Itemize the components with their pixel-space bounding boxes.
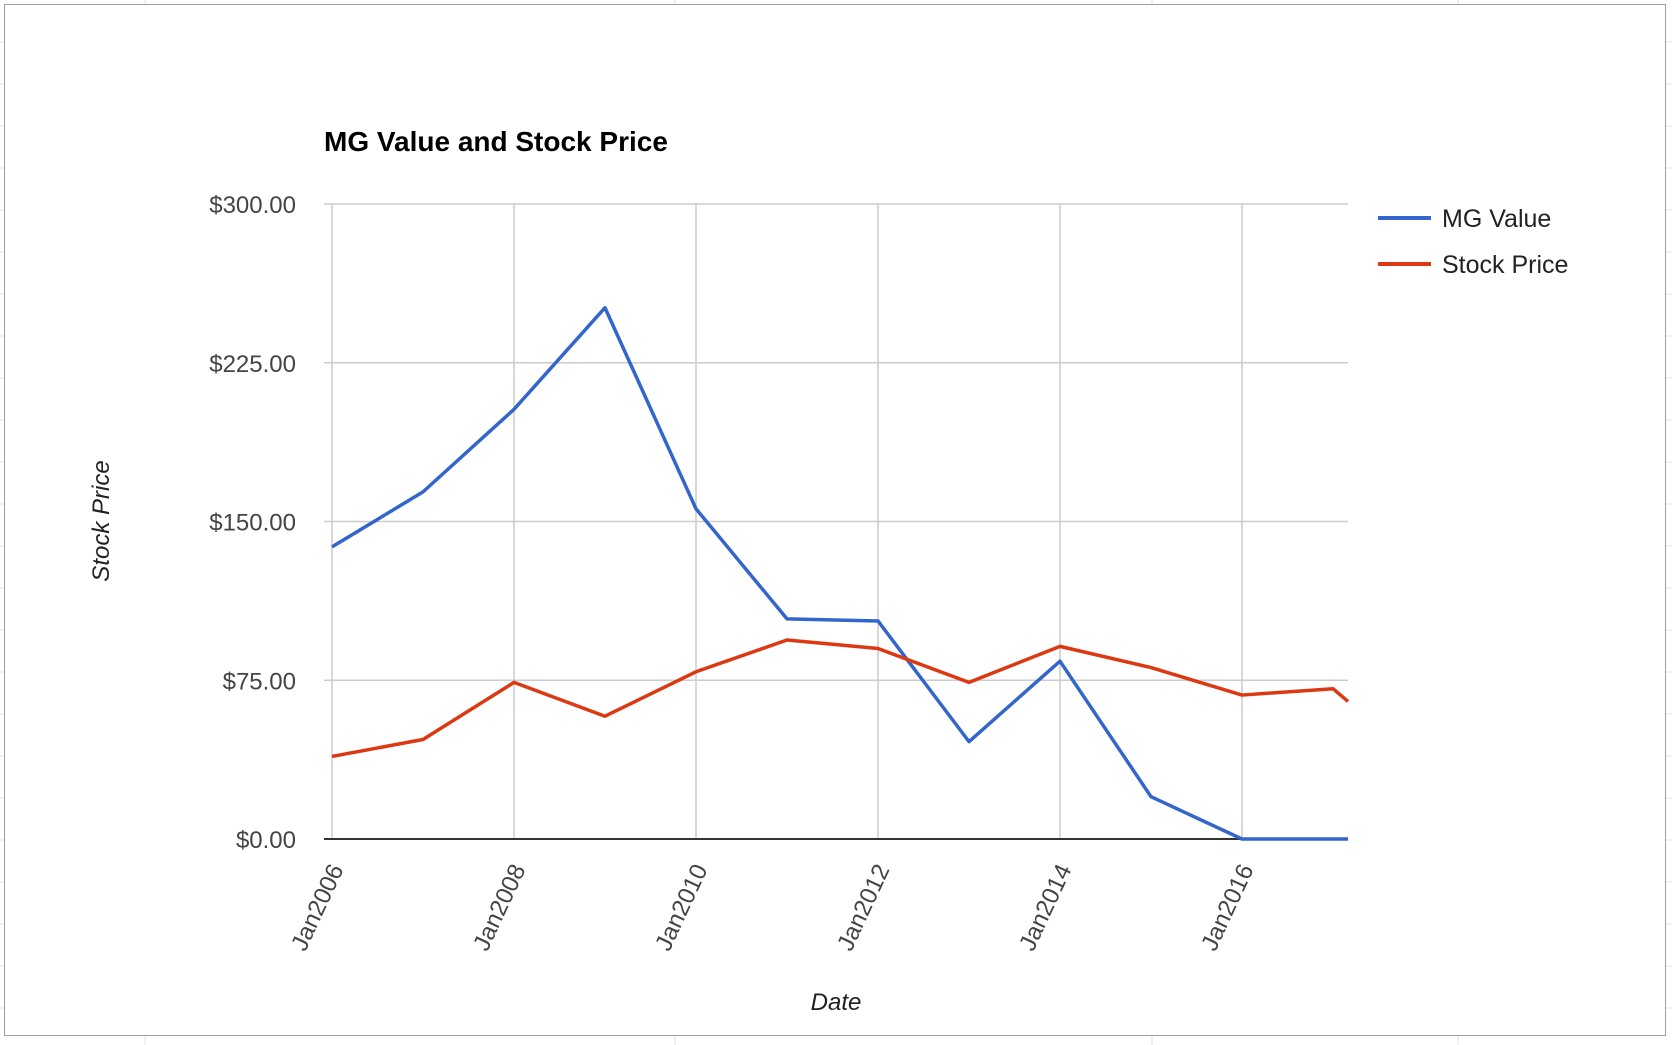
data-point[interactable]: [1058, 644, 1062, 648]
data-point[interactable]: [1346, 699, 1350, 703]
data-point[interactable]: [785, 617, 789, 621]
series-stock-price: [330, 638, 1350, 759]
legend-label: MG Value: [1442, 205, 1551, 233]
y-axis-ticks: $0.00 $75.00 $150.00 $225.00 $300.00: [209, 192, 296, 854]
data-point[interactable]: [967, 680, 971, 684]
data-point[interactable]: [694, 507, 698, 511]
data-point[interactable]: [1149, 795, 1153, 799]
x-tick-label: Jan2006: [286, 860, 349, 955]
series-mg-value: [330, 305, 1350, 841]
x-tick-label: Jan2012: [832, 860, 895, 955]
data-point[interactable]: [876, 619, 880, 623]
data-point[interactable]: [512, 407, 516, 411]
y-tick-label: $300.00: [209, 192, 296, 219]
data-point[interactable]: [603, 714, 607, 718]
data-point[interactable]: [421, 738, 425, 742]
legend-label: Stock Price: [1442, 251, 1568, 279]
data-point[interactable]: [1240, 837, 1244, 841]
y-tick-label: $150.00: [209, 510, 296, 537]
series-line[interactable]: [331, 305, 1348, 841]
y-tick-label: $225.00: [209, 351, 296, 378]
data-point[interactable]: [1149, 666, 1153, 670]
x-tick-label: Jan2010: [650, 860, 713, 955]
data-point[interactable]: [876, 647, 880, 651]
data-point[interactable]: [967, 740, 971, 744]
x-tick-label: Jan2008: [468, 860, 531, 955]
y-tick-label: $0.00: [236, 827, 296, 854]
x-axis-ticks: Jan2006 Jan2008 Jan2010 Jan2012 Jan2014 Jan20…: [286, 860, 1259, 955]
chart-container[interactable]: [4, 4, 1666, 1036]
data-point[interactable]: [1346, 837, 1350, 841]
data-point[interactable]: [1331, 687, 1335, 691]
x-tick-label: Jan2014: [1014, 860, 1077, 955]
data-point[interactable]: [421, 490, 425, 494]
chart-title: MG Value and Stock Price: [324, 126, 668, 157]
x-axis-title: Date: [811, 989, 862, 1016]
y-tick-label: $75.00: [223, 668, 296, 695]
data-point[interactable]: [330, 754, 334, 758]
series-line[interactable]: [331, 638, 1350, 759]
data-point[interactable]: [1331, 837, 1335, 841]
data-point[interactable]: [330, 545, 334, 549]
data-point[interactable]: [603, 306, 607, 310]
data-point[interactable]: [1058, 659, 1062, 663]
x-tick-label: Jan2016: [1196, 860, 1259, 955]
gridlines: [324, 203, 1348, 839]
legend-item[interactable]: Stock Price: [1378, 251, 1568, 279]
legend-item[interactable]: MG Value: [1378, 205, 1551, 233]
series-lines: [330, 305, 1350, 841]
data-point[interactable]: [512, 680, 516, 684]
data-point[interactable]: [1240, 693, 1244, 697]
data-point[interactable]: [785, 638, 789, 642]
data-point[interactable]: [694, 670, 698, 674]
legend[interactable]: MG Value Stock Price: [1378, 205, 1568, 279]
y-axis-title: Stock Price: [88, 460, 115, 581]
